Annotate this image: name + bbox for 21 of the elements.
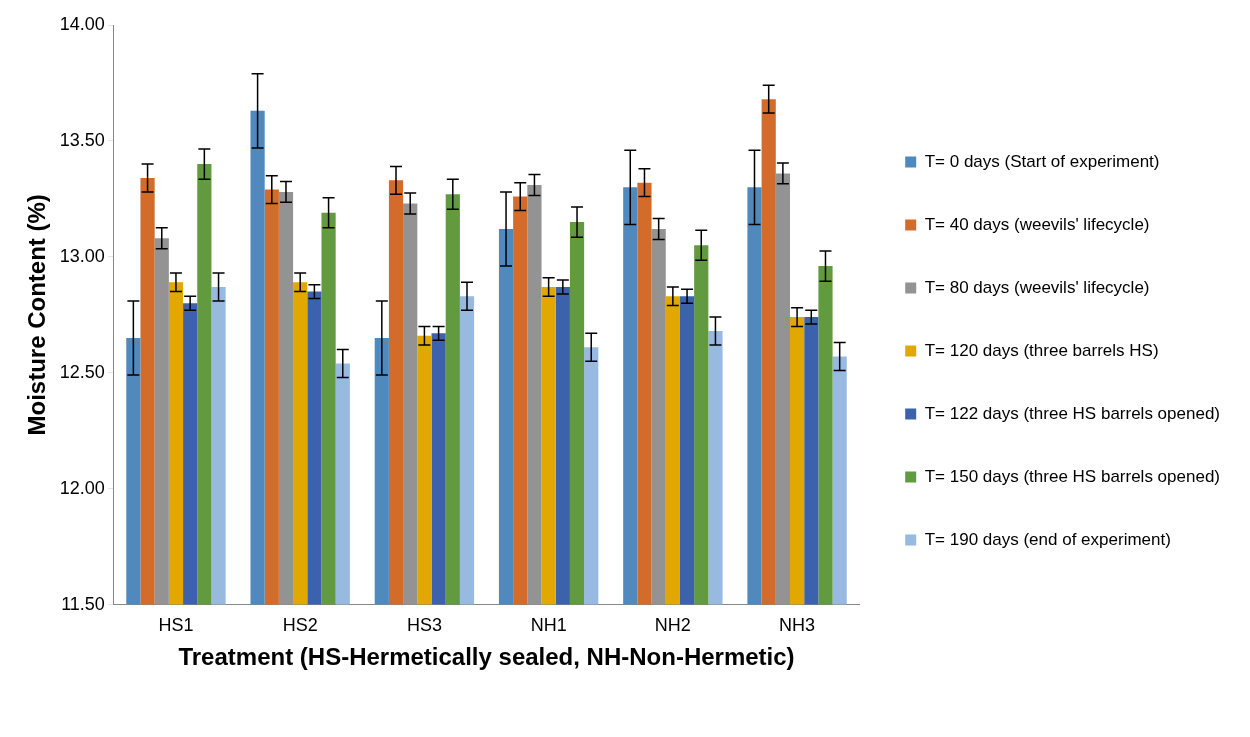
y-tick-label: 13.50 (59, 129, 105, 150)
y-tick-label: 13.00 (59, 245, 105, 266)
y-tick-label: 11.50 (61, 593, 105, 614)
y-axis-title: Moisture Content (%) (23, 194, 51, 436)
y-tick-label: 14.00 (59, 13, 105, 34)
x-tick-label: NH1 (530, 615, 567, 636)
legend-label: T= 80 days (weevils' lifecycle) (924, 277, 1150, 297)
legend-label: T= 40 days (weevils' lifecycle) (924, 214, 1150, 234)
y-tick-label: 12.00 (59, 477, 105, 498)
x-axis-title: Treatment (HS-Hermetically sealed, NH-Non-Hermetic) (178, 643, 795, 671)
legend-label: T= 150 days (three HS barrels opened) (924, 466, 1221, 486)
legend-label: T= 122 days (three HS barrels opened) (924, 403, 1221, 423)
x-tick-label: HS3 (406, 615, 442, 636)
legend-label: T= 0 days (Start of experiment) (924, 151, 1160, 171)
x-tick-label: NH2 (654, 615, 691, 636)
x-tick-label: HS2 (282, 615, 318, 636)
legend-label: T= 120 days (three barrels HS) (924, 340, 1159, 360)
x-tick-label: HS1 (158, 615, 194, 636)
x-tick-label: NH3 (779, 615, 816, 636)
y-tick-label: 12.50 (59, 361, 105, 382)
legend-label: T= 190 days (end of experiment) (924, 529, 1171, 549)
